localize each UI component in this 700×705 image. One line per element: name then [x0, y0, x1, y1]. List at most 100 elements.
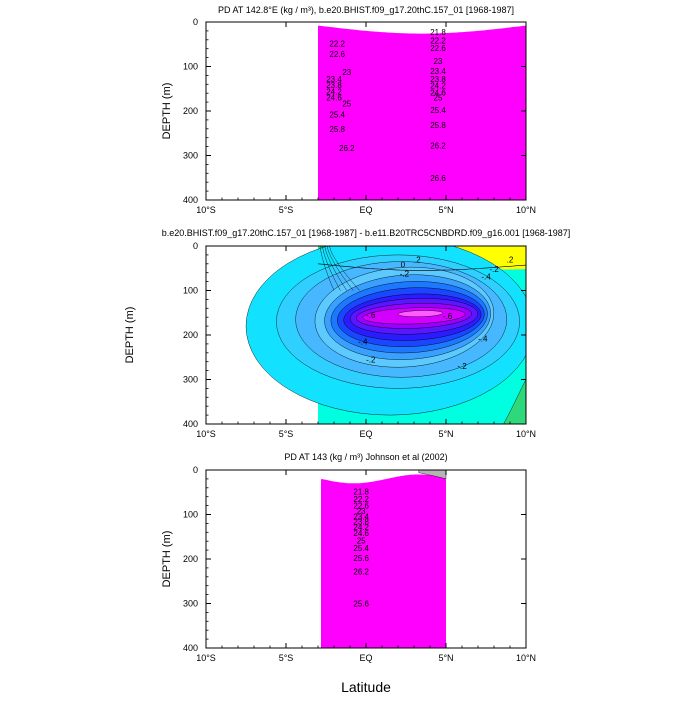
contour-label: 25.4	[430, 106, 446, 115]
y-tick-label: 0	[193, 465, 198, 475]
contour-label: 26.2	[339, 144, 355, 153]
y-tick-label: 200	[183, 554, 198, 564]
y-tick-label: 0	[193, 241, 198, 251]
y-tick-label: 300	[183, 599, 198, 609]
y-tick-label: 400	[183, 643, 198, 653]
y-axis-label: DEPTH (m)	[161, 531, 173, 588]
x-tick-label: 10°N	[516, 205, 536, 215]
contour-label: -.6	[443, 312, 453, 321]
x-tick-label: 10°N	[516, 653, 536, 663]
contour-label: 22.6	[329, 50, 345, 59]
contour-label: 24.2	[430, 82, 446, 91]
x-tick-label: 5°S	[279, 653, 294, 663]
x-tick-label: EQ	[359, 429, 372, 439]
contour-label: 24.6	[430, 88, 446, 97]
axes: 10°S 5°S EQ 5°N 10°N 0 100 200 300 400	[183, 241, 536, 439]
panel-observed-density: PD AT 143 (kg / m³) Johnson et al (2002)…	[161, 452, 536, 695]
contour-label: -.4	[481, 272, 491, 281]
contour-line	[317, 263, 526, 271]
x-tick-label: 10°S	[196, 205, 216, 215]
contour-label: 22.2	[430, 37, 446, 46]
panel-title: PD AT 143 (kg / m³) Johnson et al (2002)	[284, 452, 447, 462]
y-tick-label: 100	[183, 62, 198, 72]
contour-label: 22.6	[430, 44, 446, 53]
contour-label: 22.2	[353, 495, 369, 504]
contour-label: 23.4	[430, 67, 446, 76]
panel-title: b.e20.BHIST.f09_g17.20thC.157_01 [1968-1…	[162, 228, 571, 238]
contour-label: 23	[434, 57, 443, 66]
x-tick-label: 5°N	[438, 429, 453, 439]
contour-label: 25.8	[329, 125, 345, 134]
y-tick-label: 200	[183, 106, 198, 116]
contour-label: 23.4	[326, 75, 342, 84]
y-axis-label: DEPTH (m)	[124, 307, 136, 364]
contour-label: 25	[342, 99, 351, 108]
contour-line	[327, 246, 354, 291]
panel-difference: b.e20.BHIST.f09_g17.20thC.157_01 [1968-1…	[124, 228, 570, 439]
contour-band	[321, 474, 446, 648]
contour-label: 23	[342, 68, 351, 77]
contour-label: 23.4	[353, 512, 369, 521]
y-tick-label: 300	[183, 375, 198, 385]
contour-label: 26.2	[353, 567, 369, 576]
contour-label: -.2	[366, 355, 376, 364]
y-tick-label: 400	[183, 195, 198, 205]
contour-label: 24.2	[326, 87, 342, 96]
contour-field	[321, 470, 447, 648]
contour-label: 0	[401, 261, 406, 270]
contour-label: 23.8	[326, 81, 342, 90]
y-tick-label: 300	[183, 151, 198, 161]
y-tick-label: 0	[193, 17, 198, 27]
contour-band	[503, 379, 526, 424]
contour-label: .2	[507, 255, 514, 264]
contour-label: 22.2	[329, 39, 345, 48]
contour-label: -.4	[478, 335, 488, 344]
y-tick-label: 400	[183, 419, 198, 429]
contour-label: -.2	[457, 362, 467, 371]
contour-label: 23.8	[430, 75, 446, 84]
contour-line	[329, 246, 360, 291]
axes: 10°S 5°S EQ 5°N 10°N 0 100 200 300 400	[183, 465, 536, 663]
contour-label: 21.8	[430, 28, 446, 37]
contour-labels: 21.822.222.62323.423.824.224.62525.425.6…	[353, 487, 369, 608]
contour-band	[318, 25, 526, 200]
contour-label: -.2	[400, 270, 410, 279]
contour-label: 21.8	[353, 487, 369, 496]
y-tick-label: 200	[183, 330, 198, 340]
contour-label: 25.6	[353, 554, 369, 563]
x-tick-label: EQ	[359, 205, 372, 215]
contour-label: -.6	[366, 311, 376, 320]
contour-labels: 21.822.222.62323.423.824.224.62525.425.8…	[326, 28, 446, 183]
contour-labels: .2.20-.2 -.2-.4-.6 -.6-.4 -.4-.2-.2	[358, 255, 514, 371]
contour-label: 25.8	[430, 121, 446, 130]
contour-label: -.2	[489, 265, 499, 274]
y-tick-label: 100	[183, 286, 198, 296]
x-tick-label: 10°S	[196, 653, 216, 663]
missing-data-mask	[418, 470, 447, 480]
contour-label: 22.6	[353, 502, 369, 511]
contour-field	[317, 25, 526, 200]
x-tick-label: 10°S	[196, 429, 216, 439]
y-tick-label: 100	[183, 510, 198, 520]
x-tick-label: 5°N	[438, 205, 453, 215]
contour-label: -.4	[358, 338, 368, 347]
contour-label: 26.2	[430, 142, 446, 151]
contour-band	[397, 310, 443, 318]
contour-label: 23.8	[353, 518, 369, 527]
contour-label: 25.4	[329, 111, 345, 120]
x-tick-label: 5°N	[438, 653, 453, 663]
x-axis-label: Latitude	[341, 679, 391, 695]
contour-label: 24.6	[353, 529, 369, 538]
x-tick-label: 10°N	[516, 429, 536, 439]
contour-label: 26.6	[430, 174, 446, 183]
contour-label: 24.6	[326, 94, 342, 103]
axes: 10°S 5°S EQ 5°N 10°N 0 100 200 300 400	[183, 17, 536, 215]
contour-label: 24.2	[353, 523, 369, 532]
x-tick-label: 5°S	[279, 429, 294, 439]
x-tick-label: EQ	[359, 653, 372, 663]
panel-title: PD AT 142.8°E (kg / m³), b.e20.BHIST.f09…	[218, 5, 514, 15]
y-axis-label: DEPTH (m)	[161, 83, 173, 140]
contour-label: 25.6	[353, 600, 369, 609]
contour-label: 25.4	[353, 544, 369, 553]
